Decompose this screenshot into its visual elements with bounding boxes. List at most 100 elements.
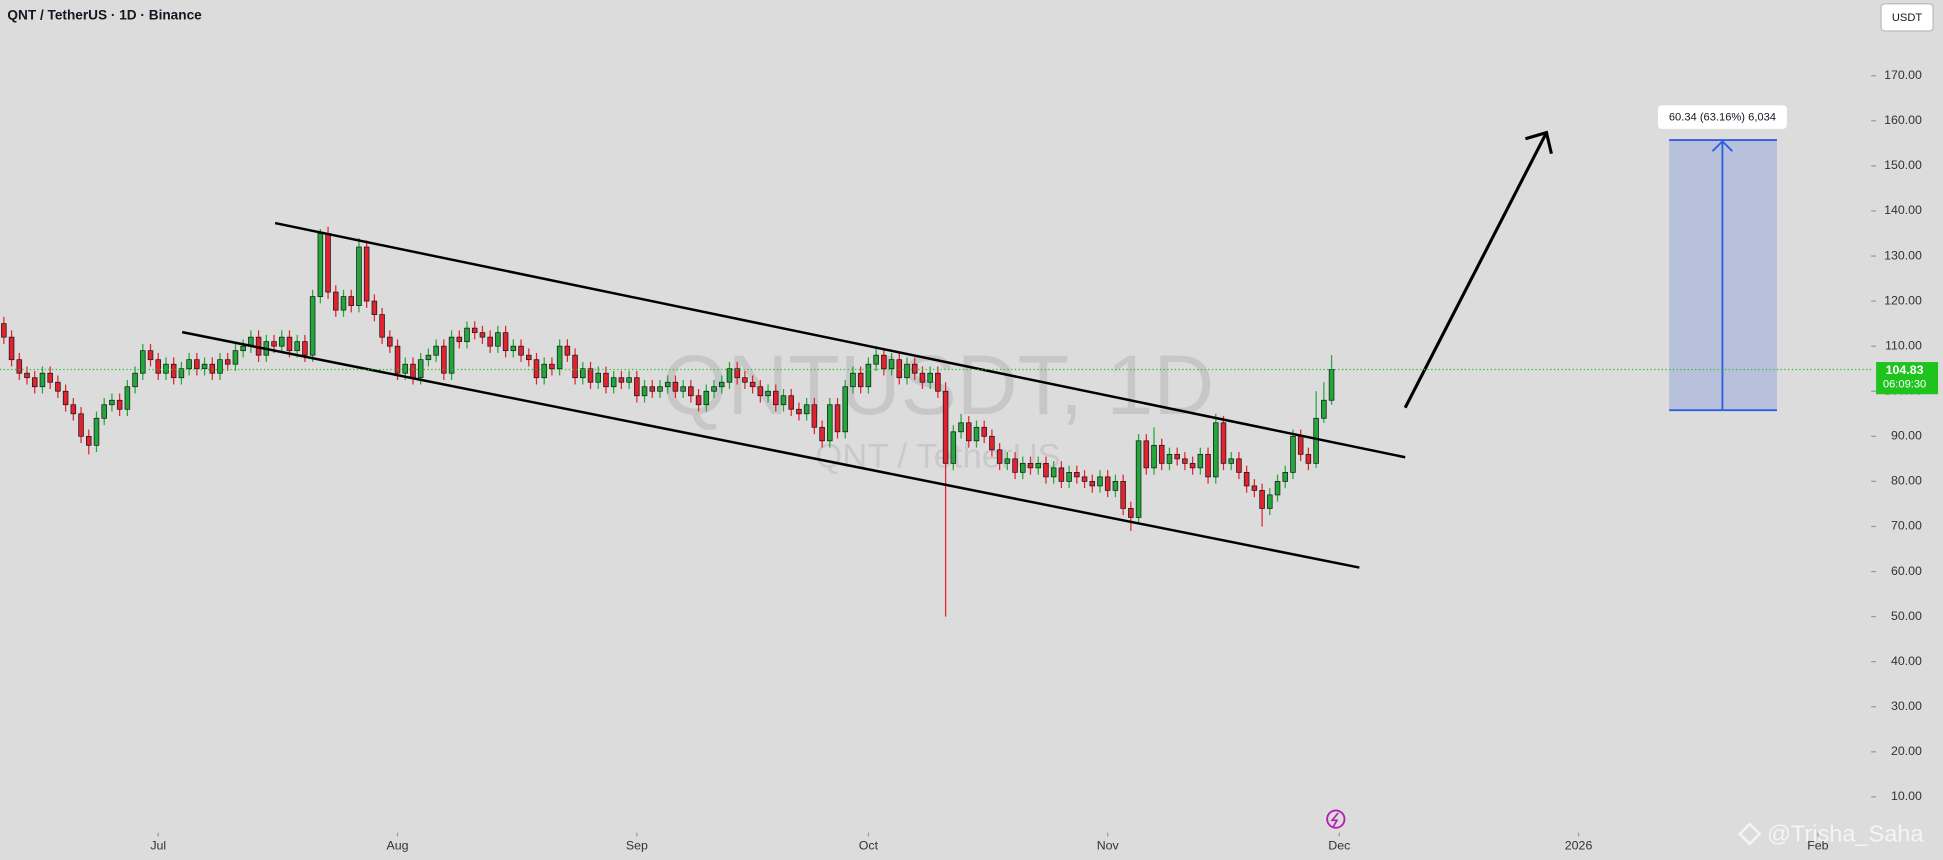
- candle-body: [556, 345, 563, 370]
- candle-body: [703, 390, 710, 406]
- candle-body: [788, 395, 794, 410]
- currency-button[interactable]: USDT: [1880, 3, 1934, 32]
- candle-body: [1074, 472, 1080, 478]
- x-tick-label: 2026: [1565, 839, 1593, 853]
- countdown: 06:09:30: [1883, 378, 1926, 390]
- y-tick-label: 170.00: [1884, 68, 1922, 82]
- candle-body: [333, 291, 339, 311]
- candle-body: [803, 404, 810, 415]
- candle-body: [1305, 453, 1312, 464]
- candle-body: [857, 372, 864, 388]
- candle-body: [502, 332, 509, 352]
- candle-body: [479, 332, 486, 338]
- candle-body: [811, 404, 818, 428]
- measure-box: 60.34 (63.16%) 6,034: [1657, 105, 1787, 412]
- candle-body: [688, 386, 694, 397]
- y-tick-label: 120.00: [1884, 293, 1922, 307]
- candle-body: [294, 341, 300, 352]
- candle-body: [718, 381, 725, 388]
- candle-body: [664, 381, 671, 388]
- y-tick-label: 20.00: [1891, 744, 1922, 758]
- candle-body: [850, 372, 856, 388]
- x-tick-label: Dec: [1328, 839, 1350, 853]
- candle-body: [1243, 472, 1250, 487]
- candle-body: [1112, 481, 1119, 491]
- candle-body: [278, 336, 285, 347]
- candle-body: [78, 413, 84, 437]
- candle-body: [417, 359, 424, 379]
- candle-body: [765, 390, 771, 397]
- candle-body: [603, 372, 609, 388]
- candle-body: [757, 386, 764, 397]
- candle-body: [39, 372, 46, 388]
- candle-body: [232, 350, 239, 365]
- candle-body: [649, 386, 656, 392]
- candle-body: [525, 354, 532, 361]
- candle-body: [1282, 472, 1289, 482]
- candle-body: [86, 435, 92, 446]
- candle-body: [394, 345, 401, 374]
- candle-body: [518, 345, 524, 356]
- candle-body: [641, 386, 648, 397]
- candle-body: [140, 350, 146, 374]
- candle-body: [572, 354, 578, 379]
- candle-body: [819, 426, 825, 442]
- candle-body: [31, 377, 38, 388]
- candle-body: [834, 404, 841, 433]
- y-tick-label: 50.00: [1891, 609, 1922, 623]
- currency-label[interactable]: USDT: [1892, 12, 1923, 24]
- candle-body: [711, 386, 717, 392]
- candle-body: [958, 422, 964, 433]
- candle-body: [989, 435, 995, 451]
- candle-body: [155, 359, 162, 374]
- candle-body: [1328, 369, 1335, 401]
- event-icon: [1326, 809, 1346, 829]
- candle-body: [564, 345, 571, 356]
- candle-body: [695, 395, 702, 406]
- candle-body: [904, 363, 910, 379]
- candle-body: [981, 426, 987, 437]
- candle-body: [533, 359, 540, 379]
- candle-body: [1035, 462, 1041, 469]
- candle-body: [464, 327, 470, 343]
- candle-body: [580, 368, 586, 379]
- y-tick-label: 140.00: [1884, 203, 1922, 217]
- candle-body: [1097, 476, 1103, 487]
- candle-body: [1104, 476, 1111, 491]
- candle-body: [340, 296, 347, 311]
- y-tick-label: 150.00: [1884, 158, 1922, 172]
- last-price-box: [1876, 362, 1939, 395]
- candle-body: [773, 390, 779, 406]
- y-tick-label: 160.00: [1884, 113, 1922, 127]
- candle-body: [1081, 476, 1088, 482]
- candle-body: [170, 363, 177, 379]
- candle-body: [356, 246, 362, 306]
- candle-body: [1205, 453, 1211, 478]
- candle-body: [47, 372, 53, 383]
- candle-body: [194, 359, 200, 370]
- candle-body: [881, 354, 887, 370]
- candle-body: [749, 381, 756, 388]
- candle-body: [55, 381, 61, 392]
- candle-body: [1027, 462, 1034, 469]
- candle-body: [209, 363, 216, 374]
- candle-body: [1297, 435, 1304, 455]
- candle-body: [1197, 453, 1204, 469]
- last-price-label: 104.83: [1886, 363, 1924, 377]
- candle-body: [410, 363, 416, 379]
- candle-body: [950, 431, 957, 464]
- x-tick-label: Aug: [387, 839, 409, 853]
- y-tick-label: 10.00: [1891, 789, 1922, 803]
- candle-body: [1166, 453, 1173, 464]
- candle-body: [896, 359, 903, 379]
- candle-body: [8, 336, 15, 361]
- candle-body: [965, 422, 972, 442]
- candle-body: [186, 359, 192, 370]
- candle-body: [487, 336, 493, 347]
- candle-body: [734, 368, 740, 379]
- candle-body: [935, 372, 941, 392]
- candle-body: [387, 336, 393, 347]
- candle-body: [780, 395, 787, 406]
- candle-body: [796, 408, 802, 415]
- candle-body: [471, 327, 478, 334]
